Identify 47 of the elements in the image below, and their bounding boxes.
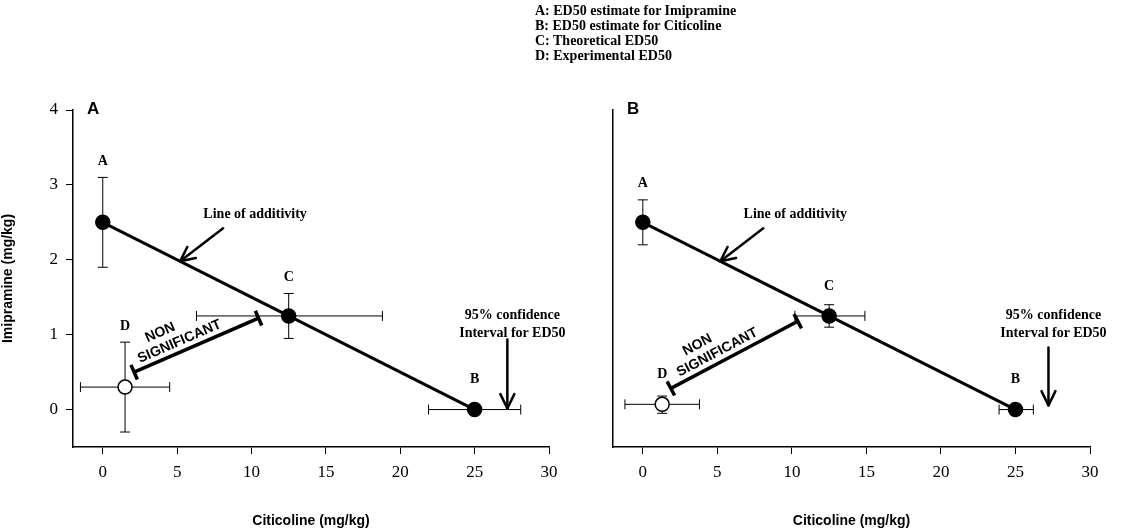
annotation: A (97, 153, 109, 169)
x-tick-label: 15 (317, 461, 335, 481)
annotation: 95% confidence Interval for ED50 (459, 307, 566, 341)
annotation: D (657, 365, 668, 381)
y-tick-label: 4 (49, 99, 59, 119)
chart-title: B (627, 99, 640, 119)
annotation: C (283, 269, 294, 285)
chart-title: A (87, 99, 100, 119)
point (635, 214, 651, 231)
x-tick-label: 20 (932, 461, 950, 481)
point (1007, 401, 1024, 418)
x-tick-label: 10 (243, 461, 260, 481)
text: D: Experimental ED50 (535, 48, 673, 63)
point (117, 379, 133, 395)
text: C: Theoretical ED50 (535, 33, 660, 48)
annotation: Line of additivity (203, 205, 307, 221)
x-tick-label: 0 (98, 461, 107, 481)
annotation: A (637, 175, 649, 191)
point (466, 401, 483, 418)
x-tick-label: 5 (172, 461, 182, 481)
annotation: Line of additivity (743, 205, 848, 221)
text: A: ED50 estimate for Imipramine (535, 3, 737, 18)
x-tick-label: 30 (1081, 461, 1099, 481)
annotation: B (1010, 371, 1021, 387)
y-axis-title: Imipramine (mg/kg) (0, 213, 16, 344)
x-tick-label: 25 (1006, 461, 1024, 481)
annotation: B (469, 371, 480, 387)
x-tick-label: 30 (540, 461, 558, 481)
y-tick-label: 3 (49, 174, 58, 194)
y-tick-label: 2 (49, 249, 58, 269)
annotation: D (120, 317, 131, 333)
x-axis-title: Citicoline (mg/kg) (252, 512, 370, 529)
annotation: 95% confidence Interval for ED50 (1000, 307, 1107, 341)
x-axis-title: Citicoline (mg/kg) (792, 512, 911, 529)
x-tick-label: 10 (783, 461, 801, 481)
y-tick-label: 1 (49, 324, 58, 344)
point (95, 214, 111, 231)
point (280, 308, 297, 324)
annotation: C (824, 277, 835, 293)
x-tick-label: 25 (466, 461, 484, 481)
point (821, 308, 837, 324)
y-tick-label: 0 (49, 399, 58, 419)
x-tick-label: 5 (713, 461, 722, 481)
x-tick-label: 15 (857, 461, 875, 481)
x-tick-label: 0 (638, 461, 648, 481)
text: B: ED50 estimate for Citicoline (535, 18, 723, 33)
x-tick-label: 20 (391, 461, 409, 481)
